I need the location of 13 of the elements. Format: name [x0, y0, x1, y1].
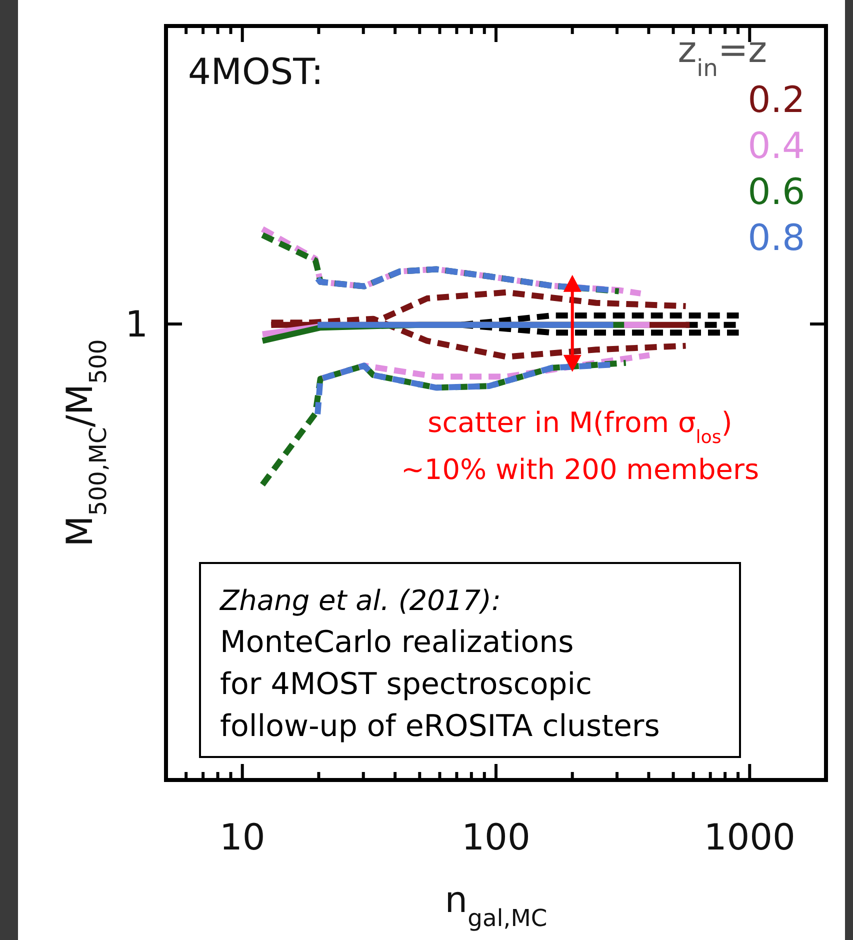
annotation: Zhang et al. (2017): MonteCarlo realizations for 4MOST spectroscopic follow-up of eROSITA clusters: [219, 584, 660, 744]
x-axis-title: n$_{gal,MC}$: [444, 880, 548, 932]
text: 1: [125, 304, 148, 346]
text: 0.4: [748, 126, 805, 167]
annotation: scatter in M(from σ$_{los}$) ~10% with 200 members: [400, 406, 760, 486]
text: 4MOST:: [188, 52, 324, 93]
x-tick-label: 10: [219, 818, 266, 859]
text: 0.6: [748, 172, 805, 213]
text: 0.2: [748, 80, 805, 121]
legend-title: z$_{in}$=z: [678, 30, 767, 82]
x-tick-label: 100: [462, 818, 530, 859]
x-tick-label: 1000: [704, 818, 796, 859]
text: 0.8: [748, 218, 805, 259]
